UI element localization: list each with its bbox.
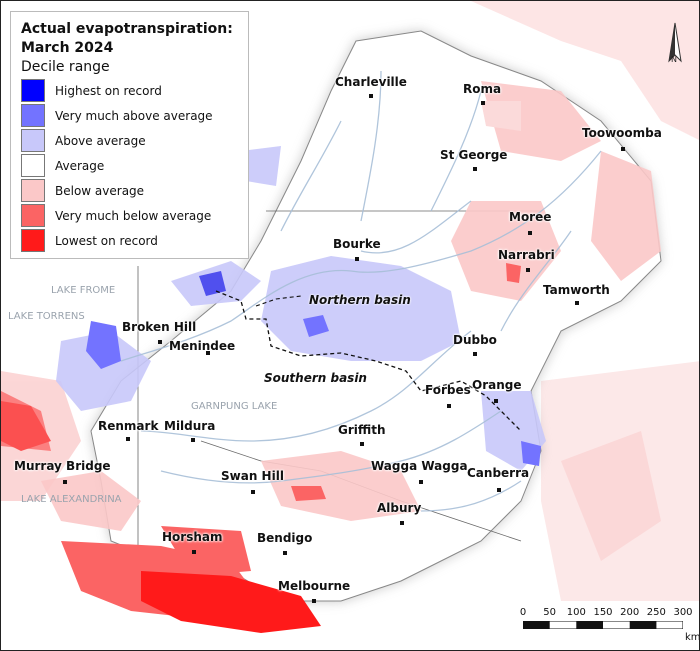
legend-item-label: Very much above average — [55, 108, 213, 123]
town-label: Wagga Wagga — [371, 459, 468, 473]
town-marker — [192, 550, 196, 554]
town-marker — [191, 438, 195, 442]
town-label: Bourke — [333, 237, 381, 251]
legend-swatch — [21, 229, 45, 252]
scale-bar-graphic — [523, 621, 683, 629]
legend-item-label: Below average — [55, 183, 145, 198]
scale-tick-label: 250 — [646, 607, 666, 618]
scale-tick-label: 300 — [673, 607, 693, 618]
legend-item: Very much above average — [21, 103, 238, 128]
legend-item-label: Average — [55, 158, 105, 173]
town-label: Broken Hill — [122, 320, 197, 334]
legend-swatch — [21, 104, 45, 127]
legend-item-label: Very much below average — [55, 208, 212, 223]
scale-tick-label: 50 — [543, 607, 557, 618]
town-marker — [473, 352, 477, 356]
town-marker — [494, 399, 498, 403]
town-label: Toowoomba — [582, 126, 662, 140]
town-label: Canberra — [467, 466, 530, 480]
lake-label-alexandrina: LAKE ALEXANDRINA — [21, 494, 122, 505]
scale-tick-label: 150 — [593, 607, 613, 618]
scale-unit: km — [685, 632, 700, 643]
legend-items: Highest on record Very much above average… — [21, 78, 238, 253]
town-label: Tamworth — [543, 283, 610, 297]
legend-item: Highest on record — [21, 78, 238, 103]
legend-subtitle: Decile range — [21, 59, 110, 75]
town-label: Mildura — [164, 419, 216, 433]
legend-item: Lowest on record — [21, 228, 238, 253]
lake-label-garnpung: GARNPUNG LAKE — [191, 401, 278, 412]
north-label: N — [671, 55, 677, 64]
town-marker — [481, 101, 485, 105]
town-label: Dubbo — [453, 333, 497, 347]
scale-tick-label: 100 — [566, 607, 586, 618]
legend-item-label: Lowest on record — [55, 233, 158, 248]
basin-divide — [215, 290, 522, 432]
town-marker — [621, 147, 625, 151]
legend: Actual evapotranspiration: March 2024 De… — [10, 11, 249, 259]
lake-label-frome: LAKE FROME — [51, 285, 116, 296]
town-marker — [206, 351, 210, 355]
town-marker — [400, 521, 404, 525]
lake-label-torrens: LAKE TORRENS — [8, 311, 85, 322]
town-marker — [360, 442, 364, 446]
lowest-on-record-areas — [141, 571, 321, 633]
legend-swatch — [21, 154, 45, 177]
legend-item: Below average — [21, 178, 238, 203]
below-average-areas — [41, 81, 661, 561]
basin-label-southern: Southern basin — [264, 371, 367, 385]
town-label: Murray Bridge — [14, 459, 111, 473]
basin-label-northern: Northern basin — [309, 293, 411, 307]
town-marker — [526, 268, 530, 272]
town-marker — [158, 340, 162, 344]
town-label: Albury — [377, 501, 422, 515]
town-label: Moree — [509, 210, 552, 224]
town-marker — [473, 167, 477, 171]
legend-item-label: Highest on record — [55, 83, 162, 98]
town-label: Forbes — [425, 383, 471, 397]
town-marker — [63, 480, 67, 484]
town-marker — [251, 490, 255, 494]
town-marker — [447, 404, 451, 408]
town-marker — [575, 301, 579, 305]
town-label: Menindee — [169, 339, 236, 353]
town-label: Horsham — [162, 530, 223, 544]
legend-item: Above average — [21, 128, 238, 153]
town-label: Melbourne — [278, 579, 351, 593]
legend-swatch — [21, 79, 45, 102]
town-label: Bendigo — [257, 531, 313, 545]
legend-swatch — [21, 204, 45, 227]
town-label: Roma — [463, 82, 502, 96]
legend-swatch — [21, 179, 45, 202]
town-marker — [419, 480, 423, 484]
legend-item-label: Above average — [55, 133, 146, 148]
town-marker — [312, 599, 316, 603]
scale-tick-label: 200 — [620, 607, 640, 618]
town-marker — [355, 257, 359, 261]
scale-tick-label: 0 — [519, 607, 527, 618]
town-label: Griffith — [338, 423, 386, 437]
very-much-above-average-areas — [86, 271, 541, 466]
town-marker — [283, 551, 287, 555]
legend-title-line2: March 2024 — [21, 40, 114, 56]
legend-swatch — [21, 129, 45, 152]
town-label: Charleville — [335, 75, 407, 89]
town-label: Orange — [472, 378, 522, 392]
legend-item: Average — [21, 153, 238, 178]
town-label: Renmark — [98, 419, 159, 433]
town-label: St George — [440, 148, 508, 162]
town-label: Narrabri — [498, 248, 555, 262]
town-marker — [497, 488, 501, 492]
north-arrow-icon — [668, 22, 682, 63]
legend-item: Very much below average — [21, 203, 238, 228]
town-marker — [126, 437, 130, 441]
town-marker — [369, 94, 373, 98]
town-label: Swan Hill — [221, 469, 284, 483]
town-marker — [528, 231, 532, 235]
legend-title-line1: Actual evapotranspiration: — [21, 21, 233, 37]
basin-divide-north — [255, 295, 302, 307]
rivers — [120, 70, 602, 512]
